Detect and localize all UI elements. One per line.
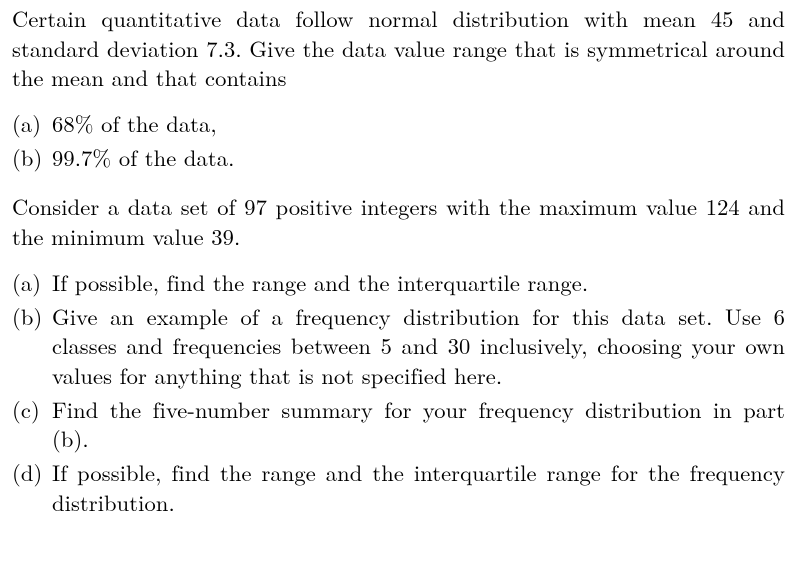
q2-intro: Consider a data set of 97 positive integ… (12, 192, 785, 251)
list-item: (b) Give an example of a frequency distr… (12, 302, 785, 391)
item-marker: (d) (12, 458, 52, 517)
item-marker: (a) (12, 268, 52, 298)
item-marker: (a) (12, 109, 52, 139)
q1-intro: Certain quantitative data follow normal … (12, 4, 785, 93)
item-marker: (b) (12, 143, 52, 173)
q2-list: (a) If possible, find the range and the … (12, 268, 785, 518)
item-text: 68% of the data, (52, 109, 785, 139)
list-item: (b) 99.7% of the data. (12, 143, 785, 173)
list-item: (a) 68% of the data, (12, 109, 785, 139)
item-text: 99.7% of the data. (52, 143, 785, 173)
item-text: Find the five-number summary for your fr… (52, 395, 785, 454)
item-marker: (c) (12, 395, 52, 454)
item-marker: (b) (12, 302, 52, 391)
item-text: Give an example of a frequency distribut… (52, 302, 785, 391)
list-item: (c) Find the five-number summary for you… (12, 395, 785, 454)
item-text: If possible, find the range and the inte… (52, 268, 785, 298)
item-text: If possible, find the range and the inte… (52, 458, 785, 517)
q1-list: (a) 68% of the data, (b) 99.7% of the da… (12, 109, 785, 172)
list-item: (d) If possible, find the range and the … (12, 458, 785, 517)
page: Certain quantitative data follow normal … (0, 0, 797, 547)
list-item: (a) If possible, find the range and the … (12, 268, 785, 298)
